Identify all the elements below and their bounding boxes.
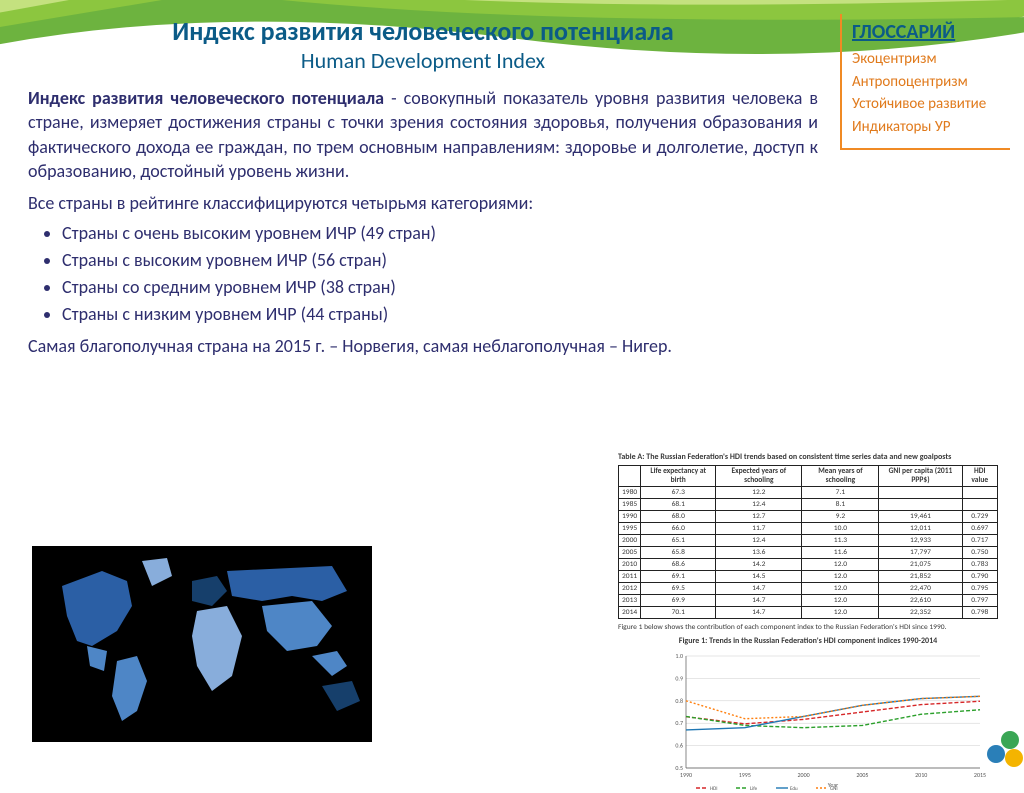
- table-header: Life expectancy at birth: [641, 466, 716, 487]
- table-header: HDI value: [962, 466, 997, 487]
- table-row: 201369.914.712.022,6100.797: [619, 595, 998, 607]
- corner-decoration-icon: [982, 726, 1024, 768]
- svg-text:2000: 2000: [798, 771, 810, 779]
- hdi-data-block: Table A: The Russian Federation's HDI tr…: [618, 452, 998, 793]
- svg-text:2010: 2010: [915, 771, 927, 779]
- table-header: [619, 466, 641, 487]
- definition-text: Индекс развития человеческого потенциала…: [28, 86, 818, 183]
- table-title: Table A: The Russian Federation's HDI tr…: [618, 452, 998, 462]
- svg-text:1.0: 1.0: [675, 652, 683, 660]
- table-header: Mean years of schooling: [802, 466, 879, 487]
- list-item: Страны с высоким уровнем ИЧР (56 стран): [62, 247, 818, 274]
- table-row: 200065.112.411.312,9330.717: [619, 535, 998, 547]
- svg-text:0.9: 0.9: [675, 674, 683, 682]
- svg-text:1990: 1990: [680, 771, 692, 779]
- svg-text:Life: Life: [750, 786, 758, 790]
- svg-text:0.8: 0.8: [675, 697, 683, 705]
- title-ru: Индекс развития человеческого потенциала: [28, 16, 818, 47]
- glossary-item: Экоцентризм: [852, 48, 1010, 71]
- svg-text:GNI: GNI: [830, 786, 838, 790]
- glossary-item: Устойчивое развитие: [852, 93, 1010, 116]
- glossary-panel: ГЛОССАРИЙ Экоцентризм Антропоцентризм Ус…: [840, 14, 1010, 150]
- table-row: 199566.011.710.012,0110.697: [619, 523, 998, 535]
- svg-text:0.7: 0.7: [675, 719, 683, 727]
- table-row: 201169.114.512.021,8520.790: [619, 571, 998, 583]
- figure-title: Figure 1: Trends in the Russian Federati…: [618, 636, 998, 646]
- list-item: Страны с очень высоким уровнем ИЧР (49 с…: [62, 220, 818, 247]
- table-header: GNI per capita (2011 PPP$): [879, 466, 962, 487]
- footnote-text: Самая благополучная страна на 2015 г. – …: [28, 334, 818, 358]
- table-row: 198568.112.48.1: [619, 499, 998, 511]
- table-row: 201068.614.212.021,0750.783: [619, 559, 998, 571]
- table-row: 199068.012.79.219,4610.729: [619, 511, 998, 523]
- svg-text:2005: 2005: [856, 771, 868, 779]
- list-item: Страны с низким уровнем ИЧР (44 страны): [62, 301, 818, 328]
- category-list: Страны с очень высоким уровнем ИЧР (49 с…: [28, 220, 818, 328]
- figure-caption: Figure 1 below shows the contribution of…: [618, 623, 998, 632]
- table-row: 201470.114.712.022,3520.798: [619, 607, 998, 619]
- svg-text:2015: 2015: [974, 771, 986, 779]
- svg-text:HDI: HDI: [710, 786, 717, 790]
- world-map: [32, 546, 372, 742]
- svg-text:1995: 1995: [739, 771, 751, 779]
- glossary-item: Антропоцентризм: [852, 71, 1010, 94]
- table-row: 201269.514.712.022,4700.795: [619, 583, 998, 595]
- svg-text:Edu: Edu: [790, 786, 798, 790]
- classification-intro: Все страны в рейтинге классифицируются ч…: [28, 191, 818, 215]
- table-header: Expected years of schooling: [716, 466, 802, 487]
- hdi-table: Life expectancy at birthExpected years o…: [618, 465, 998, 619]
- table-row: 198067.312.27.1: [619, 487, 998, 499]
- glossary-heading: ГЛОССАРИЙ: [852, 20, 1010, 44]
- svg-text:0.6: 0.6: [675, 742, 683, 750]
- table-row: 200565.813.611.617,7970.750: [619, 547, 998, 559]
- glossary-item: Индикаторы УР: [852, 116, 1010, 139]
- hdi-line-chart: 0.50.60.70.80.91.01990199520002005201020…: [658, 650, 988, 790]
- title-en: Human Development Index: [28, 47, 818, 74]
- list-item: Страны со средним уровнем ИЧР (38 стран): [62, 274, 818, 301]
